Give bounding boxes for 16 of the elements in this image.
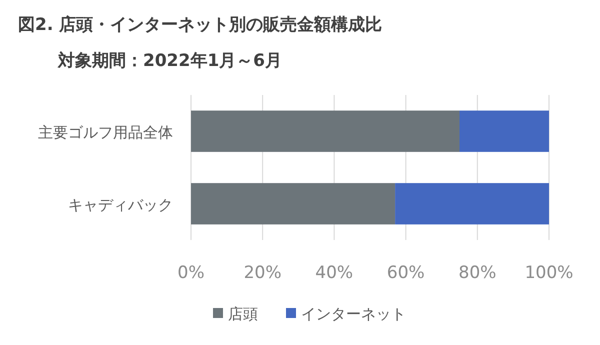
bar xyxy=(191,183,396,224)
x-tick-label: 40% xyxy=(315,263,354,283)
x-tick-label: 20% xyxy=(244,263,282,283)
x-tick-label: 0% xyxy=(178,263,204,283)
y-tick-label: 主要ゴルフ用品全体 xyxy=(38,123,173,142)
bar xyxy=(191,110,460,152)
chart-subtitle: 対象期間：2022年1月～6月 xyxy=(57,51,282,71)
y-tick-label: キャディバック xyxy=(68,196,173,214)
bar xyxy=(395,183,549,224)
x-tick-label: 100% xyxy=(524,263,574,283)
bar xyxy=(460,110,549,152)
x-tick-label: 60% xyxy=(386,263,425,283)
legend-label: 店頭 xyxy=(228,305,258,323)
chart-title: 図2. 店頭・インターネット別の販売金額構成比 xyxy=(18,15,382,35)
legend-label: インターネット xyxy=(301,305,406,323)
x-tick-label: 80% xyxy=(458,263,496,283)
